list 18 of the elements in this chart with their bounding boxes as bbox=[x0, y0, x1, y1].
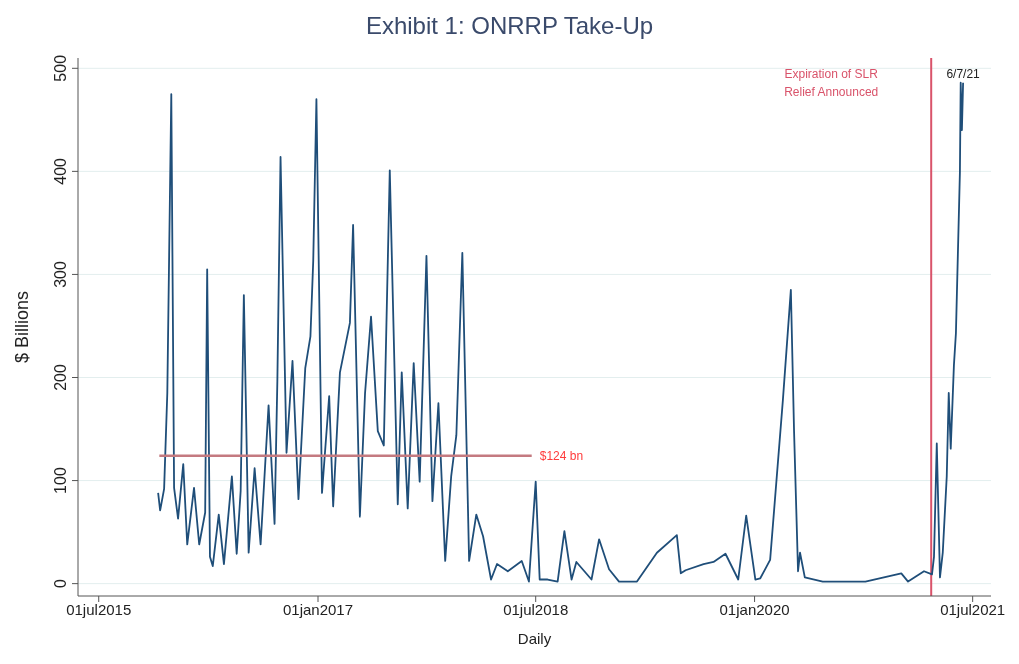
y-tick-label: 300 bbox=[52, 260, 69, 288]
chart-title: Exhibit 1: ONRRP Take-Up bbox=[364, 11, 655, 41]
y-axis-title: $ Billions bbox=[12, 290, 33, 364]
x-tick-label: 01jul2018 bbox=[503, 600, 569, 618]
x-tick-label: 01jul2021 bbox=[940, 600, 1006, 618]
y-tick-label: 500 bbox=[52, 54, 69, 82]
ref-line-label: Expiration of SLR Relief Announced bbox=[784, 67, 879, 99]
x-tick-label: 01jan2020 bbox=[719, 600, 790, 618]
x-tick-label: 01jan2017 bbox=[282, 600, 354, 618]
y-tick-label: 0 bbox=[52, 579, 69, 589]
line-series bbox=[157, 81, 964, 583]
series-label: $124 bn bbox=[539, 448, 584, 463]
y-tick-label: 200 bbox=[52, 364, 69, 391]
y-tick-label: 100 bbox=[52, 467, 69, 494]
annotation: 6/7/21 bbox=[946, 66, 981, 81]
x-tick-label: 01jul2015 bbox=[66, 600, 132, 618]
x-axis-title: Daily bbox=[517, 630, 552, 647]
y-tick-label: 400 bbox=[52, 157, 69, 185]
